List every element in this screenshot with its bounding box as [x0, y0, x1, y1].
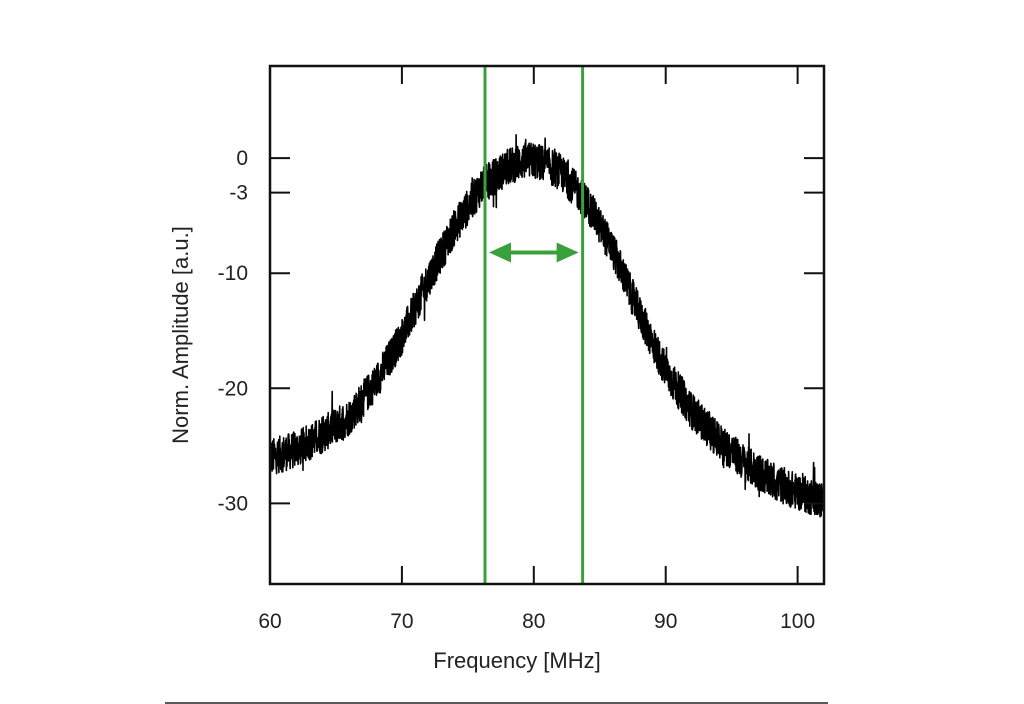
- y-tick-label: -30: [218, 492, 248, 515]
- plot-area: [269, 134, 825, 518]
- plot-frame: [268, 64, 826, 586]
- x-tick-label: 90: [654, 610, 677, 633]
- series-line-0: [269, 134, 825, 518]
- x-tick-label: 100: [780, 610, 815, 633]
- y-tick-label: -3: [229, 182, 248, 205]
- y-tick-label: -20: [218, 377, 248, 400]
- bandwidth-arrow: [489, 242, 579, 263]
- y-axis-label: Norm. Amplitude [a.u.]: [168, 226, 193, 444]
- arrow-head-left: [489, 242, 512, 263]
- y-tick-label: -10: [218, 262, 248, 285]
- ticks: 60 70 80 90 100 0 -3 -10 -20 -30: [218, 66, 824, 633]
- y-tick-label: 0: [236, 147, 248, 170]
- x-tick-label: 70: [390, 610, 413, 633]
- arrow-head-right: [556, 242, 579, 263]
- annotation-layer: [483, 66, 585, 584]
- x-tick-label: 80: [522, 610, 545, 633]
- x-axis-label: Frequency [MHz]: [433, 648, 601, 673]
- x-tick-label: 60: [258, 610, 281, 633]
